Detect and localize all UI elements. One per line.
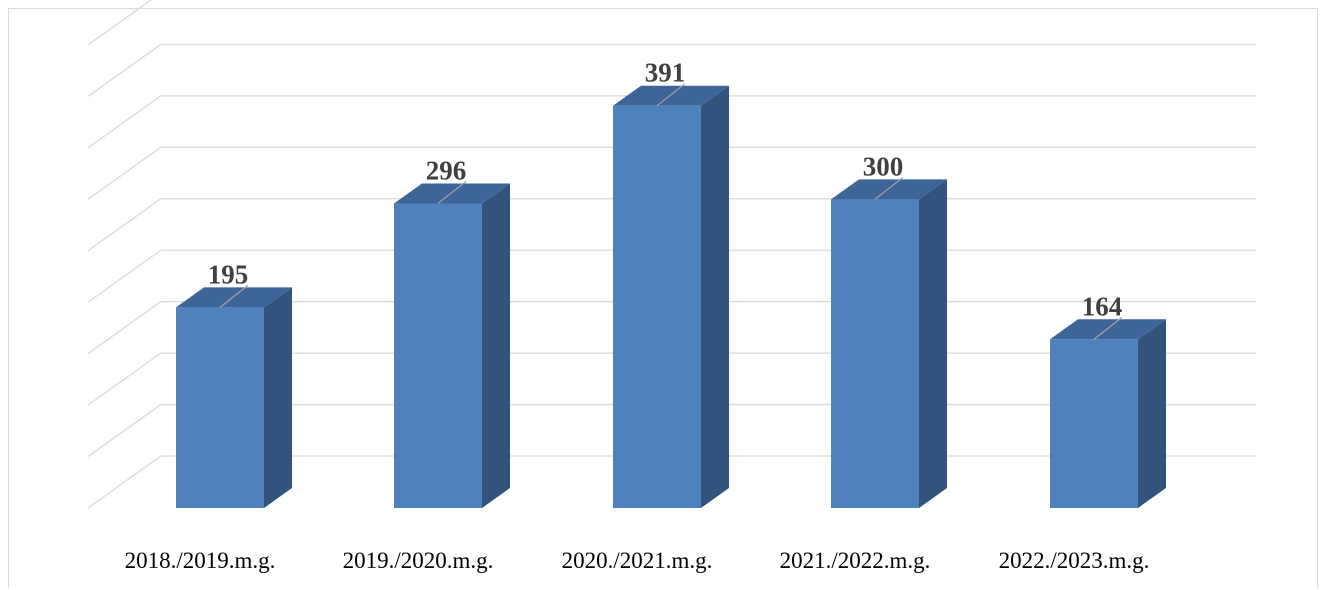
bar-front-face: [613, 105, 701, 509]
category-label-2: 2019./2020.m.g.: [343, 548, 494, 573]
bar-front-face: [1050, 339, 1138, 508]
label-leader-line: [437, 180, 467, 204]
bar-front-face: [394, 203, 482, 508]
label-leader-line: [874, 176, 904, 200]
value-label-4: 300: [863, 151, 904, 181]
bar-side-face: [919, 179, 947, 509]
value-label-2: 296: [426, 155, 467, 185]
bar-side-face: [482, 183, 510, 508]
gridline: [87, 95, 1256, 149]
gridline: [87, 0, 153, 46]
bar-top-face: [613, 85, 729, 106]
category-label-3: 2020./2021.m.g.: [562, 548, 713, 573]
label-leader-line: [656, 83, 686, 107]
value-label-3: 391: [645, 58, 686, 88]
value-label-1: 195: [208, 259, 249, 289]
bar-5: [1050, 316, 1166, 508]
bar-top-face: [394, 183, 510, 204]
bar-top-face: [1050, 319, 1166, 340]
bar-top-face: [176, 287, 292, 308]
bars: [176, 83, 1166, 509]
value-labels: 195 296 391 300 164: [208, 58, 1123, 322]
bar-front-face: [176, 307, 264, 508]
bar-front-face: [831, 199, 919, 509]
category-label-4: 2021./2022.m.g.: [780, 548, 931, 573]
bar-side-face: [1138, 319, 1166, 508]
category-labels: 2018./2019.m.g. 2019./2020.m.g. 2020./20…: [125, 548, 1150, 573]
bar-top-face: [831, 179, 947, 200]
category-label-1: 2018./2019.m.g.: [125, 548, 276, 573]
label-leader-line: [219, 284, 249, 308]
bar-3: [613, 83, 729, 509]
bar-side-face: [701, 85, 729, 509]
bar-side-face: [264, 287, 292, 508]
category-label-5: 2022./2023.m.g.: [999, 548, 1150, 573]
bar-4: [831, 176, 947, 509]
gridline: [87, 146, 1256, 200]
bar-2: [394, 180, 510, 508]
gridline: [87, 43, 1256, 97]
value-label-5: 164: [1082, 291, 1123, 321]
label-leader-line: [1093, 316, 1123, 340]
bar-1: [176, 284, 292, 508]
